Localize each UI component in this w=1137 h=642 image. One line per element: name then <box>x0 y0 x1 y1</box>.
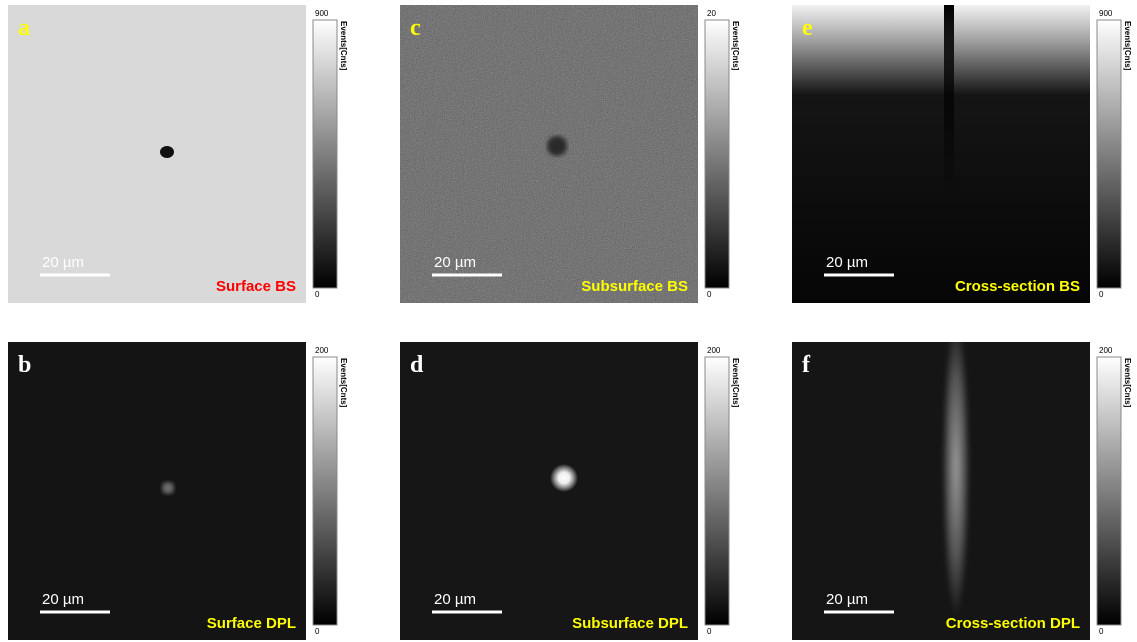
panel-letter: b <box>18 352 31 378</box>
scale-bar-label: 20 µm <box>42 591 84 608</box>
colorbar-label: Events[Cnts] <box>1123 21 1132 71</box>
colorbar <box>313 20 337 288</box>
colorbar-label: Events[Cnts] <box>731 21 740 71</box>
panel: b 20 µm Surface DPL 200 0 Events[Cnts] <box>8 342 348 640</box>
panel-letter: f <box>802 352 811 378</box>
scale-bar-label: 20 µm <box>434 254 476 271</box>
scale-bar-label: 20 µm <box>42 254 84 271</box>
panel-letter: c <box>410 15 421 41</box>
colorbar-min: 0 <box>707 290 712 299</box>
bright-spot <box>550 464 578 492</box>
colorbar-label: Events[Cnts] <box>731 358 740 408</box>
faint-spot <box>162 482 174 494</box>
colorbar <box>1097 357 1121 625</box>
colorbar <box>1097 20 1121 288</box>
colorbar-min: 0 <box>315 290 320 299</box>
caption: Surface BS <box>216 278 296 295</box>
caption: Surface DPL <box>207 615 296 632</box>
panel: e 20 µm Cross-section BS 900 0 Events[Cnts] <box>792 5 1132 303</box>
colorbar-max: 900 <box>1099 9 1113 18</box>
scale-bar-label: 20 µm <box>434 591 476 608</box>
colorbar-min: 0 <box>1099 290 1104 299</box>
colorbar-label: Events[Cnts] <box>1123 358 1132 408</box>
figure: a 20 µm Surface BS 900 0 Events[Cnts] b 20 µm Su… <box>0 0 1137 642</box>
panel-letter: a <box>18 15 30 41</box>
colorbar-min: 0 <box>707 627 712 636</box>
scale-bar-label: 20 µm <box>826 591 868 608</box>
panel: f 20 µm Cross-section DPL 200 0 Events[Cnts] <box>792 317 1132 640</box>
dark-stripe <box>944 5 954 195</box>
page: a 20 µm Surface BS 900 0 Events[Cnts] b 20 µm Su… <box>0 0 1137 642</box>
colorbar <box>313 357 337 625</box>
bright-streak <box>942 317 970 617</box>
panel: c 20 µm Subsurface BS 20 0 Events[Cnts] <box>400 5 740 303</box>
colorbar-label: Events[Cnts] <box>339 358 348 408</box>
colorbar-max: 20 <box>707 9 716 18</box>
caption: Cross-section DPL <box>946 615 1080 632</box>
colorbar-max: 200 <box>1099 346 1113 355</box>
panel-letter: e <box>802 15 813 41</box>
caption: Cross-section BS <box>955 278 1080 295</box>
colorbar-max: 900 <box>315 9 329 18</box>
colorbar-max: 200 <box>315 346 329 355</box>
dark-spot <box>547 136 567 156</box>
panel-letter: d <box>410 352 424 378</box>
colorbar-label: Events[Cnts] <box>339 21 348 71</box>
colorbar <box>705 20 729 288</box>
colorbar-min: 0 <box>1099 627 1104 636</box>
colorbar-max: 200 <box>707 346 721 355</box>
scale-bar-label: 20 µm <box>826 254 868 271</box>
panel: d 20 µm Subsurface DPL 200 0 Events[Cnts] <box>400 342 740 640</box>
colorbar-min: 0 <box>315 627 320 636</box>
caption: Subsurface DPL <box>572 615 688 632</box>
panel: a 20 µm Surface BS 900 0 Events[Cnts] <box>8 5 348 303</box>
dark-spot <box>160 146 174 158</box>
colorbar <box>705 357 729 625</box>
caption: Subsurface BS <box>581 278 688 295</box>
